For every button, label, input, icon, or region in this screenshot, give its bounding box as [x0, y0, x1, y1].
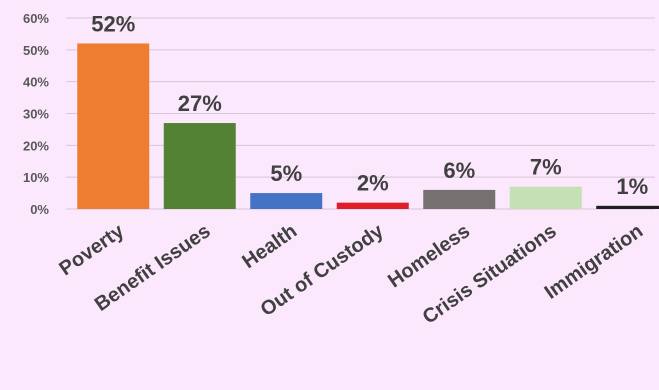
y-tick-label: 20% [23, 138, 49, 153]
bar-benefit-issues [163, 123, 236, 209]
bar-poverty [77, 43, 150, 209]
bar-immigration [596, 205, 659, 209]
bar-health [250, 193, 323, 209]
data-label: 5% [270, 161, 302, 186]
x-tick-label: Health [238, 220, 301, 273]
y-tick-label: 30% [23, 107, 49, 122]
y-tick-label: 50% [23, 43, 49, 58]
y-tick-label: 40% [23, 75, 49, 90]
y-tick-label: 10% [23, 170, 49, 185]
bar-out-of-custody [336, 202, 409, 209]
data-label: 2% [357, 171, 389, 196]
data-label: 7% [530, 155, 562, 180]
data-label: 6% [443, 158, 475, 183]
y-axis-ticks: 0% 10% 20% 30% 40% 50% 60% [23, 11, 49, 217]
y-tick-label: 60% [23, 11, 49, 26]
bars [77, 43, 659, 209]
data-label: 27% [178, 91, 222, 116]
x-tick-label: Poverty [55, 220, 128, 281]
data-label: 52% [91, 11, 135, 36]
bar-crisis-situations [509, 186, 582, 209]
bar-homeless [423, 189, 496, 209]
y-tick-label: 0% [30, 202, 49, 217]
data-labels: 52% 27% 5% 2% 6% 7% 1% [91, 11, 648, 198]
data-label: 1% [616, 174, 648, 199]
